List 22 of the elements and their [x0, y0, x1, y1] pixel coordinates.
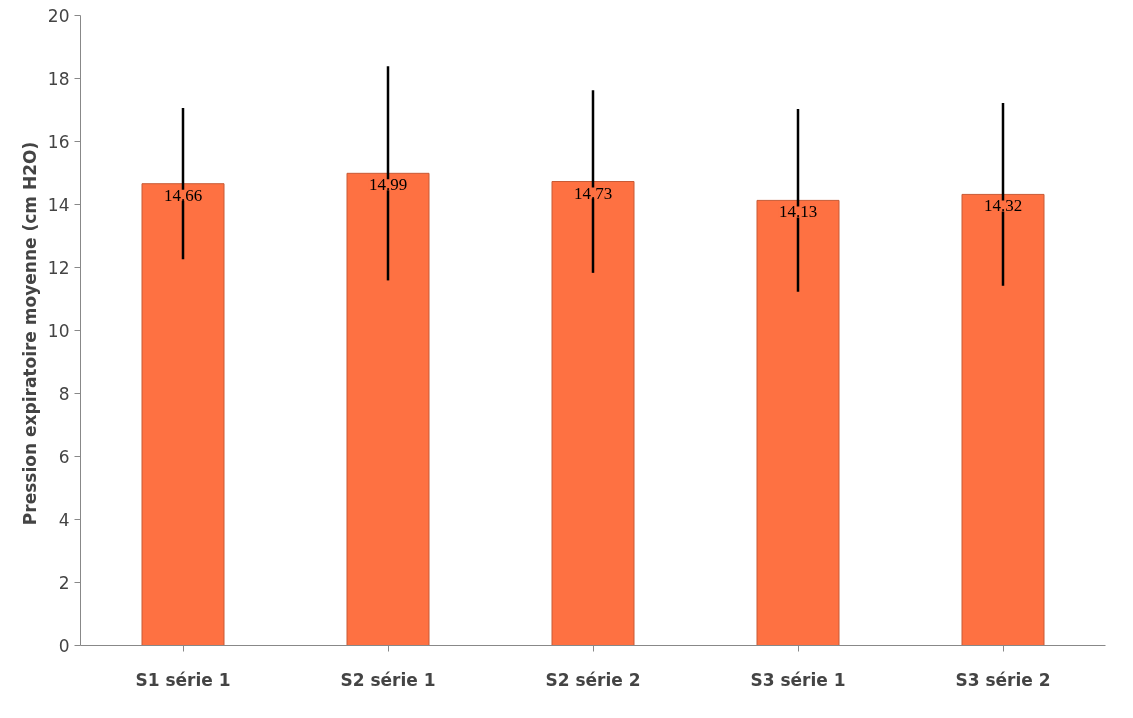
data-label: 14.73 — [573, 183, 613, 203]
x-tick-label: S2 série 1 — [340, 669, 436, 690]
y-tick-label: 10 — [47, 321, 70, 341]
y-axis-title: Pression expiratoire moyenne (cm H2O) — [19, 141, 40, 526]
y-tick-label: 12 — [47, 258, 70, 278]
y-tick-label: 16 — [47, 132, 70, 152]
y-tick-label: 18 — [47, 69, 70, 89]
x-tick-label: S2 série 2 — [545, 669, 641, 690]
y-tick-label: 6 — [58, 447, 70, 467]
data-label: 14.13 — [778, 202, 818, 222]
x-tick-label: S1 série 1 — [135, 669, 231, 690]
data-label: 14.32 — [983, 196, 1023, 216]
x-tick-label: S3 série 1 — [750, 669, 846, 690]
x-tick-label: S3 série 2 — [955, 669, 1051, 690]
y-tick-label: 14 — [47, 195, 70, 215]
y-tick-label: 4 — [58, 510, 70, 530]
y-tick-label: 2 — [58, 573, 70, 593]
y-tick-label: 0 — [58, 636, 70, 656]
data-label: 14.99 — [368, 175, 408, 195]
y-tick-label: 8 — [58, 384, 70, 404]
y-tick-label: 20 — [47, 6, 70, 26]
data-label: 14.66 — [163, 185, 203, 205]
